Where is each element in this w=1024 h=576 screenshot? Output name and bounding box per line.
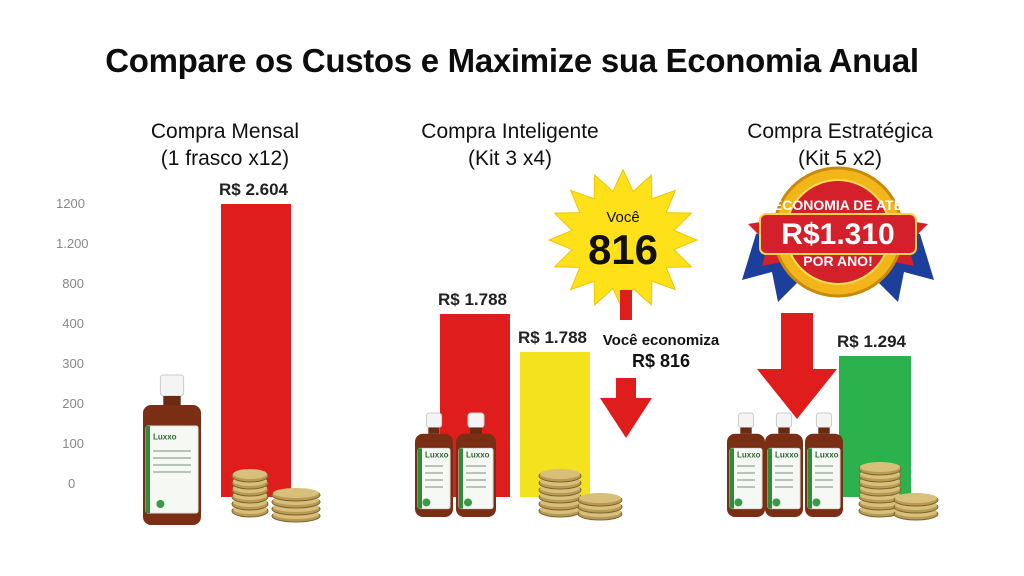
chart-title: Compare os Custos e Maximize sua Economi…	[105, 42, 919, 79]
bottle-brand-text: Luxxo	[775, 451, 799, 460]
leaf-icon	[464, 498, 472, 507]
coin-face-icon	[273, 488, 319, 498]
bottle-text-line-icon	[815, 465, 833, 467]
bottle-text-line-icon	[466, 465, 486, 467]
bottle-label-stripe-icon	[459, 448, 463, 509]
bottle-label-stripe-icon	[730, 448, 734, 509]
bottle-text-line-icon	[775, 479, 793, 481]
savings-note-line2: R$ 816	[631, 351, 691, 371]
bottle-cap-icon	[159, 374, 185, 397]
bottle-text-line-icon	[466, 472, 486, 474]
leaf-icon	[156, 500, 165, 508]
bar-value-label: R$ 1.788	[438, 290, 507, 309]
y-tick-label: 0	[68, 476, 76, 491]
y-tick-label: 400	[62, 316, 84, 331]
bottle-neck-icon	[428, 427, 440, 434]
bottle-label-stripe-icon	[146, 426, 150, 513]
bottle-cap-icon	[737, 412, 755, 429]
bottle-text-line-icon	[153, 457, 191, 459]
badge-line1: ECONOMIA DE ATÉ	[773, 197, 903, 213]
group-title-inteligente: Compra Inteligente (Kit 3 x4)	[395, 118, 625, 172]
group-title-line1: Compra Inteligente	[421, 120, 599, 143]
star-top-text: Você	[606, 209, 639, 226]
leaf-icon	[812, 498, 821, 507]
bottle-neck-icon	[818, 427, 830, 434]
bottle-label-stripe-icon	[768, 448, 772, 509]
bottle-brand-text: Luxxo	[466, 451, 490, 460]
bottle-brand-text: Luxxo	[737, 451, 761, 460]
bottle-text-line-icon	[775, 465, 793, 467]
coin-face-icon	[540, 469, 580, 479]
bottle-text-line-icon	[425, 479, 443, 481]
bottle-text-line-icon	[153, 471, 191, 473]
bottle-label-stripe-icon	[808, 448, 812, 509]
bottle-label-stripe-icon	[418, 448, 422, 509]
bar-value-label: R$ 1.294	[837, 332, 906, 351]
group-title-line2: (Kit 3 x4)	[467, 147, 553, 170]
y-tick-label: 300	[62, 356, 84, 371]
bottle-text-line-icon	[425, 486, 443, 488]
bottle-neck-icon	[163, 396, 181, 405]
bar-value-label: R$ 1.788	[518, 328, 587, 347]
bottle-text-line-icon	[737, 472, 755, 474]
bar-value-label: R$ 2.604	[219, 180, 288, 199]
bottle-text-line-icon	[425, 465, 443, 467]
y-tick-label: 100	[62, 436, 84, 451]
coin-face-icon	[233, 469, 267, 479]
bottle-text-line-icon	[775, 486, 793, 488]
big-arrow-down-icon	[757, 313, 837, 419]
badge-line3: POR ANO!	[803, 253, 872, 269]
bottle-brand-text: Luxxo	[815, 451, 839, 460]
badge-line2: R$1.310	[781, 218, 894, 251]
economy-badge: ECONOMIA DE ATÉ R$1.310 POR ANO!	[742, 166, 934, 302]
leaf-icon	[734, 498, 743, 507]
bottle-brand-text: Luxxo	[425, 451, 449, 460]
savings-note: Você economiza R$ 816	[596, 331, 726, 371]
coin-face-icon	[895, 493, 937, 503]
bottle-cap-icon	[425, 412, 443, 429]
bar-0	[221, 204, 291, 497]
bottle-text-line-icon	[737, 465, 755, 467]
group-title-estrategica: Compra Estratégica (Kit 5 x2)	[720, 118, 960, 172]
arrow-down-icon	[600, 290, 652, 438]
bottle-neck-icon	[740, 427, 752, 434]
coin-face-icon	[579, 493, 621, 503]
group-title-line1: Compra Mensal	[150, 120, 300, 143]
savings-note-line1: Você economiza	[602, 332, 720, 349]
group-title-line2: (Kit 5 x2)	[797, 147, 883, 170]
group-title-mensal: Compra Mensal (1 frasco x12)	[110, 118, 340, 172]
bottle-brand-text: Luxxo	[153, 433, 177, 442]
leaf-icon	[772, 498, 781, 507]
bottle-text-line-icon	[815, 479, 833, 481]
bottle-cap-icon	[467, 412, 485, 429]
bottle-text-line-icon	[737, 486, 755, 488]
leaf-icon	[422, 498, 431, 507]
bottle-text-line-icon	[466, 479, 486, 481]
bottle-text-line-icon	[466, 486, 486, 488]
y-tick-label: 1200	[56, 196, 85, 211]
bottle-text-line-icon	[153, 450, 191, 452]
bottle-text-line-icon	[815, 486, 833, 488]
bottle-text-line-icon	[815, 472, 833, 474]
badge-banner	[759, 213, 917, 255]
bottle-text-line-icon	[775, 472, 793, 474]
y-tick-label: 800	[62, 276, 84, 291]
group-title-line2: (1 frasco x12)	[160, 147, 290, 170]
coin-face-icon	[860, 462, 900, 472]
group-title-line1: Compra Estratégica	[747, 120, 933, 143]
y-tick-label: 200	[62, 396, 84, 411]
y-tick-label: 1.200	[56, 236, 89, 251]
star-value-text: 816	[588, 226, 658, 273]
bottle-text-line-icon	[153, 464, 191, 466]
bottle-neck-icon	[778, 427, 790, 434]
bottle-neck-icon	[470, 427, 482, 434]
bottle-text-line-icon	[737, 479, 755, 481]
bottle-text-line-icon	[425, 472, 443, 474]
